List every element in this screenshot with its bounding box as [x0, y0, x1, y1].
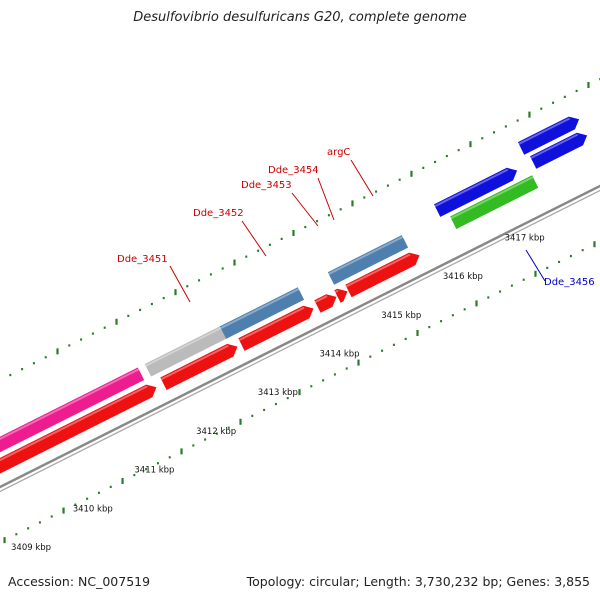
cds-3453-shape — [314, 294, 337, 313]
gene-blue-2-highlight — [518, 117, 571, 145]
gene-pseudo-3451-shape — [144, 326, 227, 377]
axis-label: 3410 kbp — [73, 504, 113, 514]
outer-tick-row — [9, 77, 600, 377]
gene-label[interactable]: Dde_3454 — [268, 165, 319, 176]
gene-label[interactable]: Dde_3456 — [544, 277, 595, 288]
gene-label-leader — [241, 220, 267, 257]
gene-3452 — [219, 287, 305, 339]
axis-label: 3412 kbp — [196, 427, 236, 437]
gene-3456 — [450, 175, 539, 229]
gene-blue-2-shape — [517, 116, 580, 155]
axis-label: 3416 kbp — [443, 272, 483, 282]
gene-argC-highlight — [328, 235, 404, 275]
gene-3452-shape — [219, 287, 305, 339]
gene-label[interactable]: argC — [327, 147, 350, 158]
cds-3454 — [334, 288, 348, 303]
gene-pink-shape — [0, 367, 145, 453]
cds-1 — [0, 384, 157, 474]
gene-blue-1-highlight — [434, 168, 509, 208]
gene-blue-3-shape — [530, 132, 588, 169]
gene-3452-highlight — [220, 288, 300, 330]
gene-label[interactable]: Dde_3452 — [193, 208, 244, 219]
cds-3451-shape — [160, 343, 238, 390]
backbone-line — [0, 184, 600, 489]
gene-label-leader — [350, 159, 374, 197]
axis-label: 3415 kbp — [381, 311, 421, 321]
gene-blue-1 — [434, 167, 518, 217]
gene-blue-2 — [517, 116, 580, 155]
cds-argC-highlight — [345, 253, 411, 288]
cds-argC — [345, 252, 420, 298]
gene-3456-shape — [450, 175, 539, 229]
gene-labels: Dde_3451 Dde_3452 Dde_3453 Dde_3454 argC Dde_… — [117, 147, 595, 303]
cds-3453-highlight — [314, 295, 328, 303]
cds-argC-shape — [345, 252, 420, 298]
gene-argC-shape — [327, 235, 409, 285]
gene-pink — [0, 367, 145, 453]
axis-label: 3409 kbp — [11, 543, 51, 553]
axis-label: 3413 kbp — [258, 388, 298, 398]
inner-tick-row — [3, 241, 596, 544]
gene-label-leader — [317, 177, 335, 221]
gene-label-leader — [525, 249, 546, 282]
cds-3452 — [238, 305, 314, 351]
gene-blue-1-shape — [434, 167, 518, 217]
cds-3452-highlight — [238, 306, 305, 342]
topology-label: Topology: circular; Length: 3,730,232 bp… — [246, 574, 590, 589]
axis-label: 3417 kbp — [505, 233, 545, 243]
gene-blue-3 — [530, 132, 588, 169]
gene-blue-3-highlight — [530, 133, 579, 159]
gene-pink-highlight — [0, 368, 140, 441]
cds-3454-shape — [334, 288, 348, 303]
axis-labels: 3409 kbp 3410 kbp 3411 kbp 3412 kbp 3413 kbp… — [11, 233, 545, 553]
gene-pseudo-3451-highlight — [145, 327, 222, 367]
cds-3452-shape — [238, 305, 314, 351]
gene-3456-highlight — [450, 176, 534, 220]
cds-1-shape — [0, 384, 157, 474]
map-title: Desulfovibrio desulfuricans G20, complet… — [133, 10, 467, 25]
accession-label: Accession: NC_007519 — [8, 574, 151, 589]
gene-label[interactable]: Dde_3453 — [241, 180, 292, 191]
cds-3451 — [160, 343, 238, 390]
cds-1-highlight — [0, 385, 148, 462]
gene-argC — [327, 235, 409, 285]
backbone-line — [0, 189, 600, 493]
cds-3451-highlight — [160, 344, 229, 381]
backbone — [0, 184, 600, 493]
cds-3454-highlight — [334, 289, 339, 293]
axis-label: 3414 kbp — [320, 350, 360, 360]
axis-label: 3411 kbp — [134, 466, 174, 476]
gene-pseudo-3451 — [144, 326, 227, 377]
gene-label-leader — [169, 265, 191, 303]
gene-label-leader — [291, 192, 319, 227]
cds-3453 — [314, 294, 337, 313]
gene-label[interactable]: Dde_3451 — [117, 254, 168, 265]
